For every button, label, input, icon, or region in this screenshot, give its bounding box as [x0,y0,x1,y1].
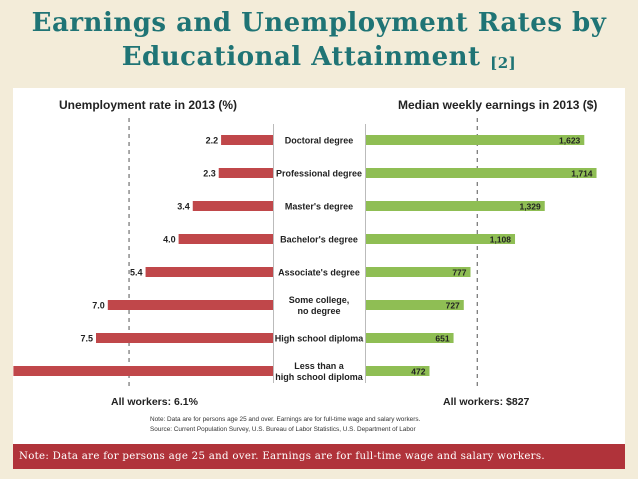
unemployment-value-label: 7.5 [80,334,93,344]
unemployment-value-label: 5.4 [130,268,143,278]
unemployment-bar [13,366,274,376]
earnings-bar [366,267,471,277]
unemployment-bars: 2.22.33.44.05.47.07.511.0 [13,135,274,376]
earnings-value-label: 1,714 [571,169,593,179]
category-labels: Doctoral degree Professional degree Master… [275,136,364,383]
earnings-value-label: 777 [452,268,466,278]
slide-title-line1: Earnings and Unemployment Rates by [31,8,607,38]
earnings-bars: 1,623 1,714 1,329 1,108 777 727 651 472 [366,135,597,377]
earnings-bar [366,201,545,211]
earnings-value-label: 651 [435,334,449,344]
unemployment-value-label: 4.0 [163,235,176,245]
chart-panel: Unemployment rate in 2013 (%) Median wee… [13,88,625,458]
unemployment-value-label: 7.0 [92,301,105,311]
earnings-reference-group [365,118,478,388]
slide-title-line2: Educational Attainment [2] [0,40,638,74]
slide-title-line2-text: Educational Attainment [121,42,481,72]
unemployment-value-label: 3.4 [177,202,190,212]
chart-note-line: Note: Data are for persons age 25 and ov… [150,416,421,423]
category-label: Professional degree [276,169,362,179]
category-label: Doctoral degree [285,136,354,146]
category-label: Bachelor's degree [280,235,358,245]
unemployment-reference-group [128,118,274,388]
unemployment-bar [221,135,273,145]
category-label: Less than a [294,361,345,371]
unemployment-all-workers-label: All workers: 6.1% [111,396,199,408]
category-label: Associate's degree [278,268,360,278]
earnings-value-label: 727 [446,301,460,311]
category-label: high school diploma [275,372,363,382]
category-label: no degree [297,306,340,316]
earnings-bar [366,300,464,310]
category-label: High school diploma [275,334,364,344]
earnings-all-workers-label: All workers: $827 [443,396,530,408]
unemployment-bar [192,201,273,211]
unemployment-bar [145,267,273,277]
slide-title: Earnings and Unemployment Rates by Educa… [0,6,638,74]
chart-canvas: Unemployment rate in 2013 (%) Median wee… [13,98,597,433]
unemployment-bar [96,333,273,343]
unemployment-value-label: 2.2 [206,136,219,146]
earnings-bar [366,333,454,343]
earnings-value-label: 1,329 [519,202,541,212]
unemployment-bar [107,300,273,310]
earnings-bar [366,168,597,178]
earnings-value-label: 1,623 [559,136,581,146]
earnings-bar [366,234,516,244]
category-label: Master's degree [285,202,353,212]
unemployment-bar [218,168,273,178]
earnings-value-label: 1,108 [490,235,512,245]
earnings-value-label: 472 [411,367,425,377]
category-label: Some college, [289,295,350,305]
unemployment-chart-title: Unemployment rate in 2013 (%) [59,98,237,112]
citation-reference: [2] [490,54,517,72]
earnings-bar [366,366,430,376]
unemployment-bar [178,234,273,244]
footer-note-bar: Note: Data are for persons age 25 and ov… [13,444,625,469]
earnings-bar [366,135,585,145]
chart-source-line: Source: Current Population Survey, U.S. … [150,426,416,433]
footer-note-text: Note: Data are for persons age 25 and ov… [19,451,545,462]
earnings-chart-title: Median weekly earnings in 2013 ($) [398,98,597,112]
unemployment-value-label: 2.3 [203,169,216,179]
